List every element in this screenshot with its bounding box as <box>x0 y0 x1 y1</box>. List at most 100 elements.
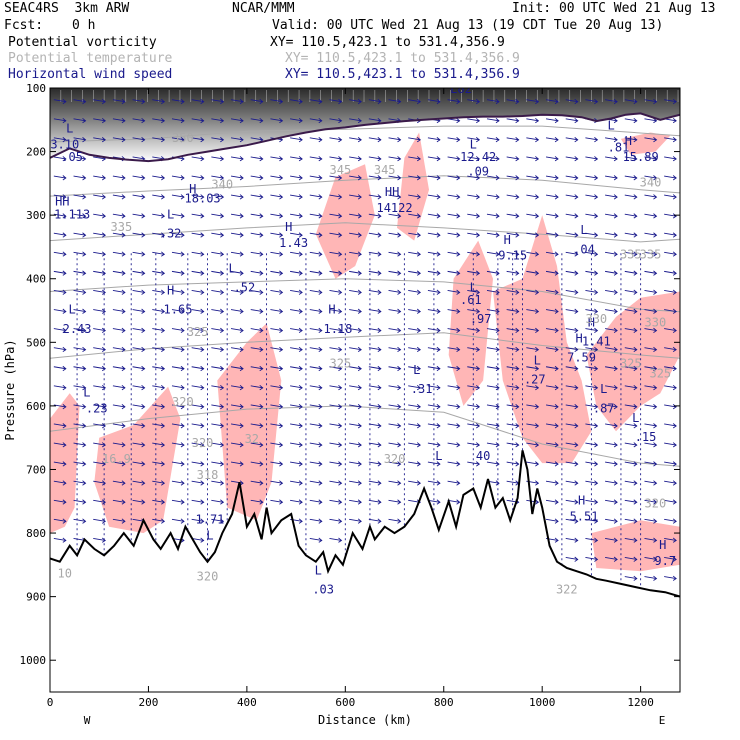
wind-arrowhead <box>200 480 205 486</box>
wind-arrow <box>230 309 244 312</box>
wind-arrow <box>270 213 283 217</box>
wind-arrow <box>368 290 381 293</box>
wind-arrowhead <box>416 232 421 238</box>
wind-arrowhead <box>220 461 225 467</box>
wind-arrowhead <box>259 270 264 276</box>
wind-arrowhead <box>613 518 618 524</box>
wind-arrow <box>309 423 322 427</box>
wind-arrowhead <box>456 175 461 181</box>
contour-label: .15 <box>635 430 657 444</box>
wind-arrowhead <box>239 98 244 105</box>
wind-arrowhead <box>436 156 441 162</box>
wind-arrowhead <box>298 194 303 200</box>
wind-arrowhead <box>62 480 67 486</box>
wind-arrow <box>230 175 244 179</box>
wind-arrow <box>329 328 342 332</box>
wind-arrow <box>368 270 381 274</box>
contour-label: 345 <box>374 163 396 177</box>
wind-arrowhead <box>456 327 461 333</box>
wind-arrowhead <box>200 251 205 257</box>
theta-contour-345 <box>50 125 680 143</box>
wind-arrow <box>73 309 86 312</box>
wind-arrow <box>132 156 145 160</box>
wind-arrow <box>388 442 401 446</box>
contour-label: L82 <box>450 82 472 96</box>
contour-label: 340 <box>640 176 662 190</box>
wind-arrowhead <box>515 384 520 391</box>
wind-arrow <box>368 442 381 446</box>
wind-arrow <box>290 213 303 217</box>
wind-arrow <box>408 270 421 274</box>
wind-arrow <box>526 137 539 141</box>
contour-label: 322 <box>556 582 578 596</box>
wind-arrowhead <box>613 232 618 238</box>
wind-arrow <box>408 480 421 484</box>
pv-region <box>94 386 181 534</box>
wind-arrow <box>388 118 401 122</box>
wind-arrow <box>309 156 322 160</box>
wind-arrowhead <box>397 327 402 333</box>
wind-arrow <box>349 328 362 332</box>
wind-arrow <box>624 328 637 332</box>
wind-arrowhead <box>180 308 185 314</box>
wind-arrow <box>526 175 539 179</box>
wind-arrowhead <box>574 117 579 124</box>
wind-arrowhead <box>475 384 481 391</box>
wind-arrowhead <box>436 346 441 353</box>
wind-arrow <box>250 328 263 332</box>
wind-arrowhead <box>397 251 402 257</box>
wind-arrowhead <box>357 480 362 486</box>
wind-arrowhead <box>82 270 87 276</box>
wind-arrow <box>644 328 657 332</box>
wind-arrow <box>309 194 322 198</box>
wind-arrowhead <box>653 98 658 105</box>
wind-arrowhead <box>594 537 599 543</box>
wind-arrow <box>624 270 637 274</box>
wind-arrowhead <box>456 442 461 448</box>
wind-arrow <box>644 537 657 541</box>
wind-arrow <box>211 347 224 351</box>
wind-arrow <box>545 232 559 236</box>
wind-arrow <box>53 442 66 446</box>
wind-arrowhead <box>121 175 126 181</box>
wind-arrowhead <box>653 156 658 162</box>
wind-arrow <box>427 366 440 370</box>
wind-arrow <box>230 251 244 255</box>
wind-arrow <box>112 175 125 179</box>
wind-arrow <box>624 309 637 312</box>
wind-arrowhead <box>397 518 402 524</box>
wind-arrowhead <box>239 365 244 372</box>
wind-arrow <box>309 251 322 255</box>
wind-arrow <box>585 175 598 179</box>
wind-arrow <box>605 461 618 465</box>
wind-arrow <box>644 461 657 465</box>
wind-arrowhead <box>239 156 244 162</box>
wind-arrowhead <box>160 346 166 353</box>
wind-arrow <box>486 137 500 141</box>
wind-arrow <box>73 175 86 179</box>
wind-arrowhead <box>101 194 106 200</box>
wind-arrowhead <box>416 270 421 276</box>
wind-arrow <box>447 385 460 389</box>
wind-arrowhead <box>456 308 461 314</box>
wind-arrowhead <box>101 442 106 448</box>
wind-arrow <box>447 328 460 332</box>
wind-arrow <box>605 366 618 370</box>
contour-label: 18.03 <box>185 191 221 205</box>
wind-arrow <box>605 194 618 198</box>
wind-arrow <box>132 137 145 141</box>
wind-arrowhead <box>653 232 658 238</box>
wind-arrowhead <box>515 327 520 333</box>
wind-arrow <box>486 404 500 408</box>
wind-arrowhead <box>338 213 343 219</box>
contour-label: 16.9 <box>102 452 131 466</box>
wind-arrowhead <box>475 404 481 410</box>
wind-arrowhead <box>259 117 264 124</box>
wind-arrow <box>624 576 637 580</box>
wind-arrow <box>270 423 283 427</box>
contour-label: .09 <box>467 165 489 179</box>
wind-arrowhead <box>633 175 638 181</box>
wind-arrow <box>211 118 224 122</box>
wind-arrowhead <box>613 289 618 295</box>
wind-arrowhead <box>672 194 677 200</box>
